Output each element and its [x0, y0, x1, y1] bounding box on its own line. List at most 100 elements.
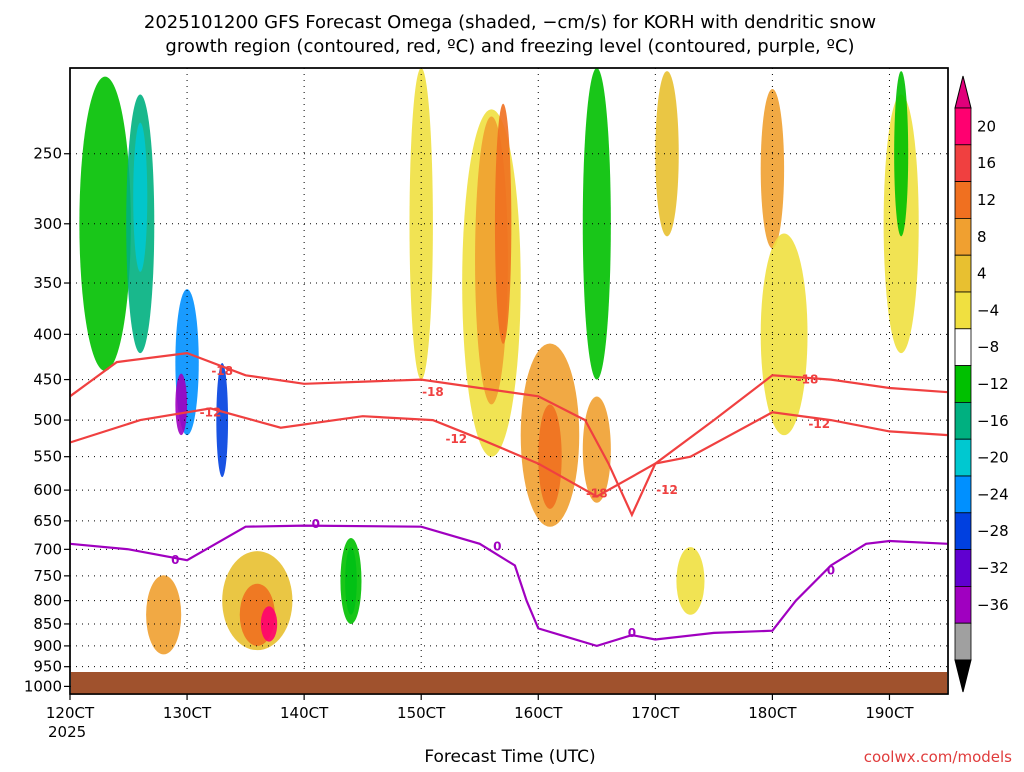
omega-shade-blob	[409, 68, 433, 380]
y-tick-label: 400	[33, 325, 62, 343]
colorbar-swatch	[954, 586, 972, 624]
colorbar-swatch	[954, 291, 972, 330]
colorbar-swatch	[954, 401, 972, 440]
x-axis-title: Forecast Time (UTC)	[424, 747, 595, 767]
omega-shade-blob	[260, 606, 278, 642]
colorbar-top-triangle	[954, 75, 972, 109]
contour-label: -18	[586, 486, 608, 500]
contour-label: -18	[211, 364, 233, 378]
omega-shade-blob	[146, 575, 182, 655]
omega-shade-blob	[494, 103, 512, 344]
colorbar-swatch	[954, 512, 972, 550]
contour-label: 0	[628, 626, 636, 640]
colorbar-swatch	[954, 438, 972, 477]
colorbar-label: −4	[977, 301, 999, 319]
x-tick-label: 150CT	[397, 704, 446, 722]
y-tick-label: 750	[33, 567, 62, 585]
y-tick-label: 300	[33, 215, 62, 233]
omega-shade-blob	[538, 404, 562, 509]
y-axis: 250 300 350 400 450 500 550 600 650 700 750 800 850 9…	[24, 145, 70, 695]
x-tick-label: 190CT	[865, 704, 914, 722]
colorbar-bottom-triangle	[954, 659, 972, 693]
title-line-2: growth region (contoured, red, ºC) and f…	[165, 36, 854, 57]
colorbar-label: 16	[977, 154, 996, 172]
colorbar-swatch	[954, 181, 972, 219]
colorbar-label: −8	[977, 338, 999, 356]
omega-shade-blob	[894, 71, 909, 237]
colorbar-swatch	[954, 328, 972, 366]
y-tick-label: 550	[33, 448, 62, 466]
gridlines	[69, 68, 948, 694]
contour-label: 0	[171, 553, 179, 567]
colorbar-swatch	[954, 107, 972, 146]
x-tick-label: 130CT	[163, 704, 212, 722]
colorbar-swatch	[954, 475, 972, 514]
contour-label: 0	[493, 540, 501, 554]
y-tick-label: 650	[33, 512, 62, 530]
colorbar-label: −28	[977, 522, 1009, 540]
colorbar-label: 12	[977, 191, 996, 209]
contour-line	[69, 351, 949, 518]
y-tick-label: 350	[33, 274, 62, 292]
contour-line	[69, 407, 949, 498]
omega-shade-blob	[216, 363, 229, 478]
x-tick-sub-year: 2025	[48, 723, 86, 741]
colorbar-swatch	[954, 254, 972, 293]
contour-label: -18	[422, 385, 444, 399]
contour-label: -12	[445, 432, 467, 446]
y-tick-label: 850	[33, 615, 62, 633]
colorbar-label: −16	[977, 412, 1009, 430]
omega-shade-blob	[133, 122, 148, 272]
colorbar-swatch	[954, 144, 972, 183]
omega-shade-blob	[582, 396, 611, 503]
omega-shade-blob	[760, 89, 785, 249]
contour-label: 0	[312, 517, 320, 531]
colorbar-label: 20	[977, 117, 996, 135]
colorbar-swatch	[954, 549, 972, 587]
omega-shade-blob	[676, 547, 705, 615]
colorbar: 20 16 12 8 4 −4 −8 −12 −16 −20 −24 −28 −32 −36	[954, 75, 1009, 693]
contour-label: -12	[200, 405, 222, 419]
colorbar-label: 4	[977, 265, 987, 283]
colorbar-label: 8	[977, 228, 987, 246]
colorbar-swatch	[954, 622, 972, 661]
omega-shade-blob	[79, 76, 131, 371]
y-tick-label: 600	[33, 481, 62, 499]
x-axis: 120CT 130CT 140CT 150CT 160CT 170CT 180CT 190CT	[46, 694, 914, 722]
y-tick-label: 1000	[24, 677, 62, 695]
chart-title: 2025101200 GFS Forecast Omega (shaded, −…	[144, 12, 876, 57]
y-tick-label: 700	[33, 540, 62, 558]
ground-surface	[71, 672, 947, 694]
contour-label: -12	[656, 483, 678, 497]
y-tick-label: 450	[33, 371, 62, 389]
x-tick-label: 180CT	[748, 704, 797, 722]
x-tick-label: 170CT	[631, 704, 680, 722]
colorbar-label: −20	[977, 449, 1009, 467]
title-line-1: 2025101200 GFS Forecast Omega (shaded, −…	[144, 12, 876, 33]
colorbar-label: −32	[977, 559, 1009, 577]
y-tick-label: 900	[33, 637, 62, 655]
y-tick-label: 250	[33, 145, 62, 163]
y-tick-label: 950	[33, 658, 62, 676]
contour-label: 0	[827, 564, 835, 578]
omega-shade-blob	[340, 537, 362, 624]
y-tick-label: 500	[33, 411, 62, 429]
contour-label: -12	[808, 417, 830, 431]
x-tick-label: 160CT	[514, 704, 563, 722]
contour-line	[69, 524, 949, 648]
contour-label: -18	[797, 373, 819, 387]
omega-shade-blob	[582, 68, 611, 380]
colorbar-swatch	[954, 217, 972, 256]
plot-border	[69, 67, 949, 695]
colorbar-label: −12	[977, 375, 1009, 393]
omega-shade-blob	[655, 71, 679, 237]
colorbar-swatch	[954, 365, 972, 403]
omega-shade-blob	[175, 373, 188, 436]
y-tick-label: 800	[33, 592, 62, 610]
x-tick-label: 140CT	[280, 704, 329, 722]
colorbar-label: −36	[977, 596, 1009, 614]
colorbar-label: −24	[977, 485, 1009, 503]
contour-lines: -18 -18 -18 -18 -12 -12 -12 -12 0 0 0 0 0	[69, 351, 949, 648]
